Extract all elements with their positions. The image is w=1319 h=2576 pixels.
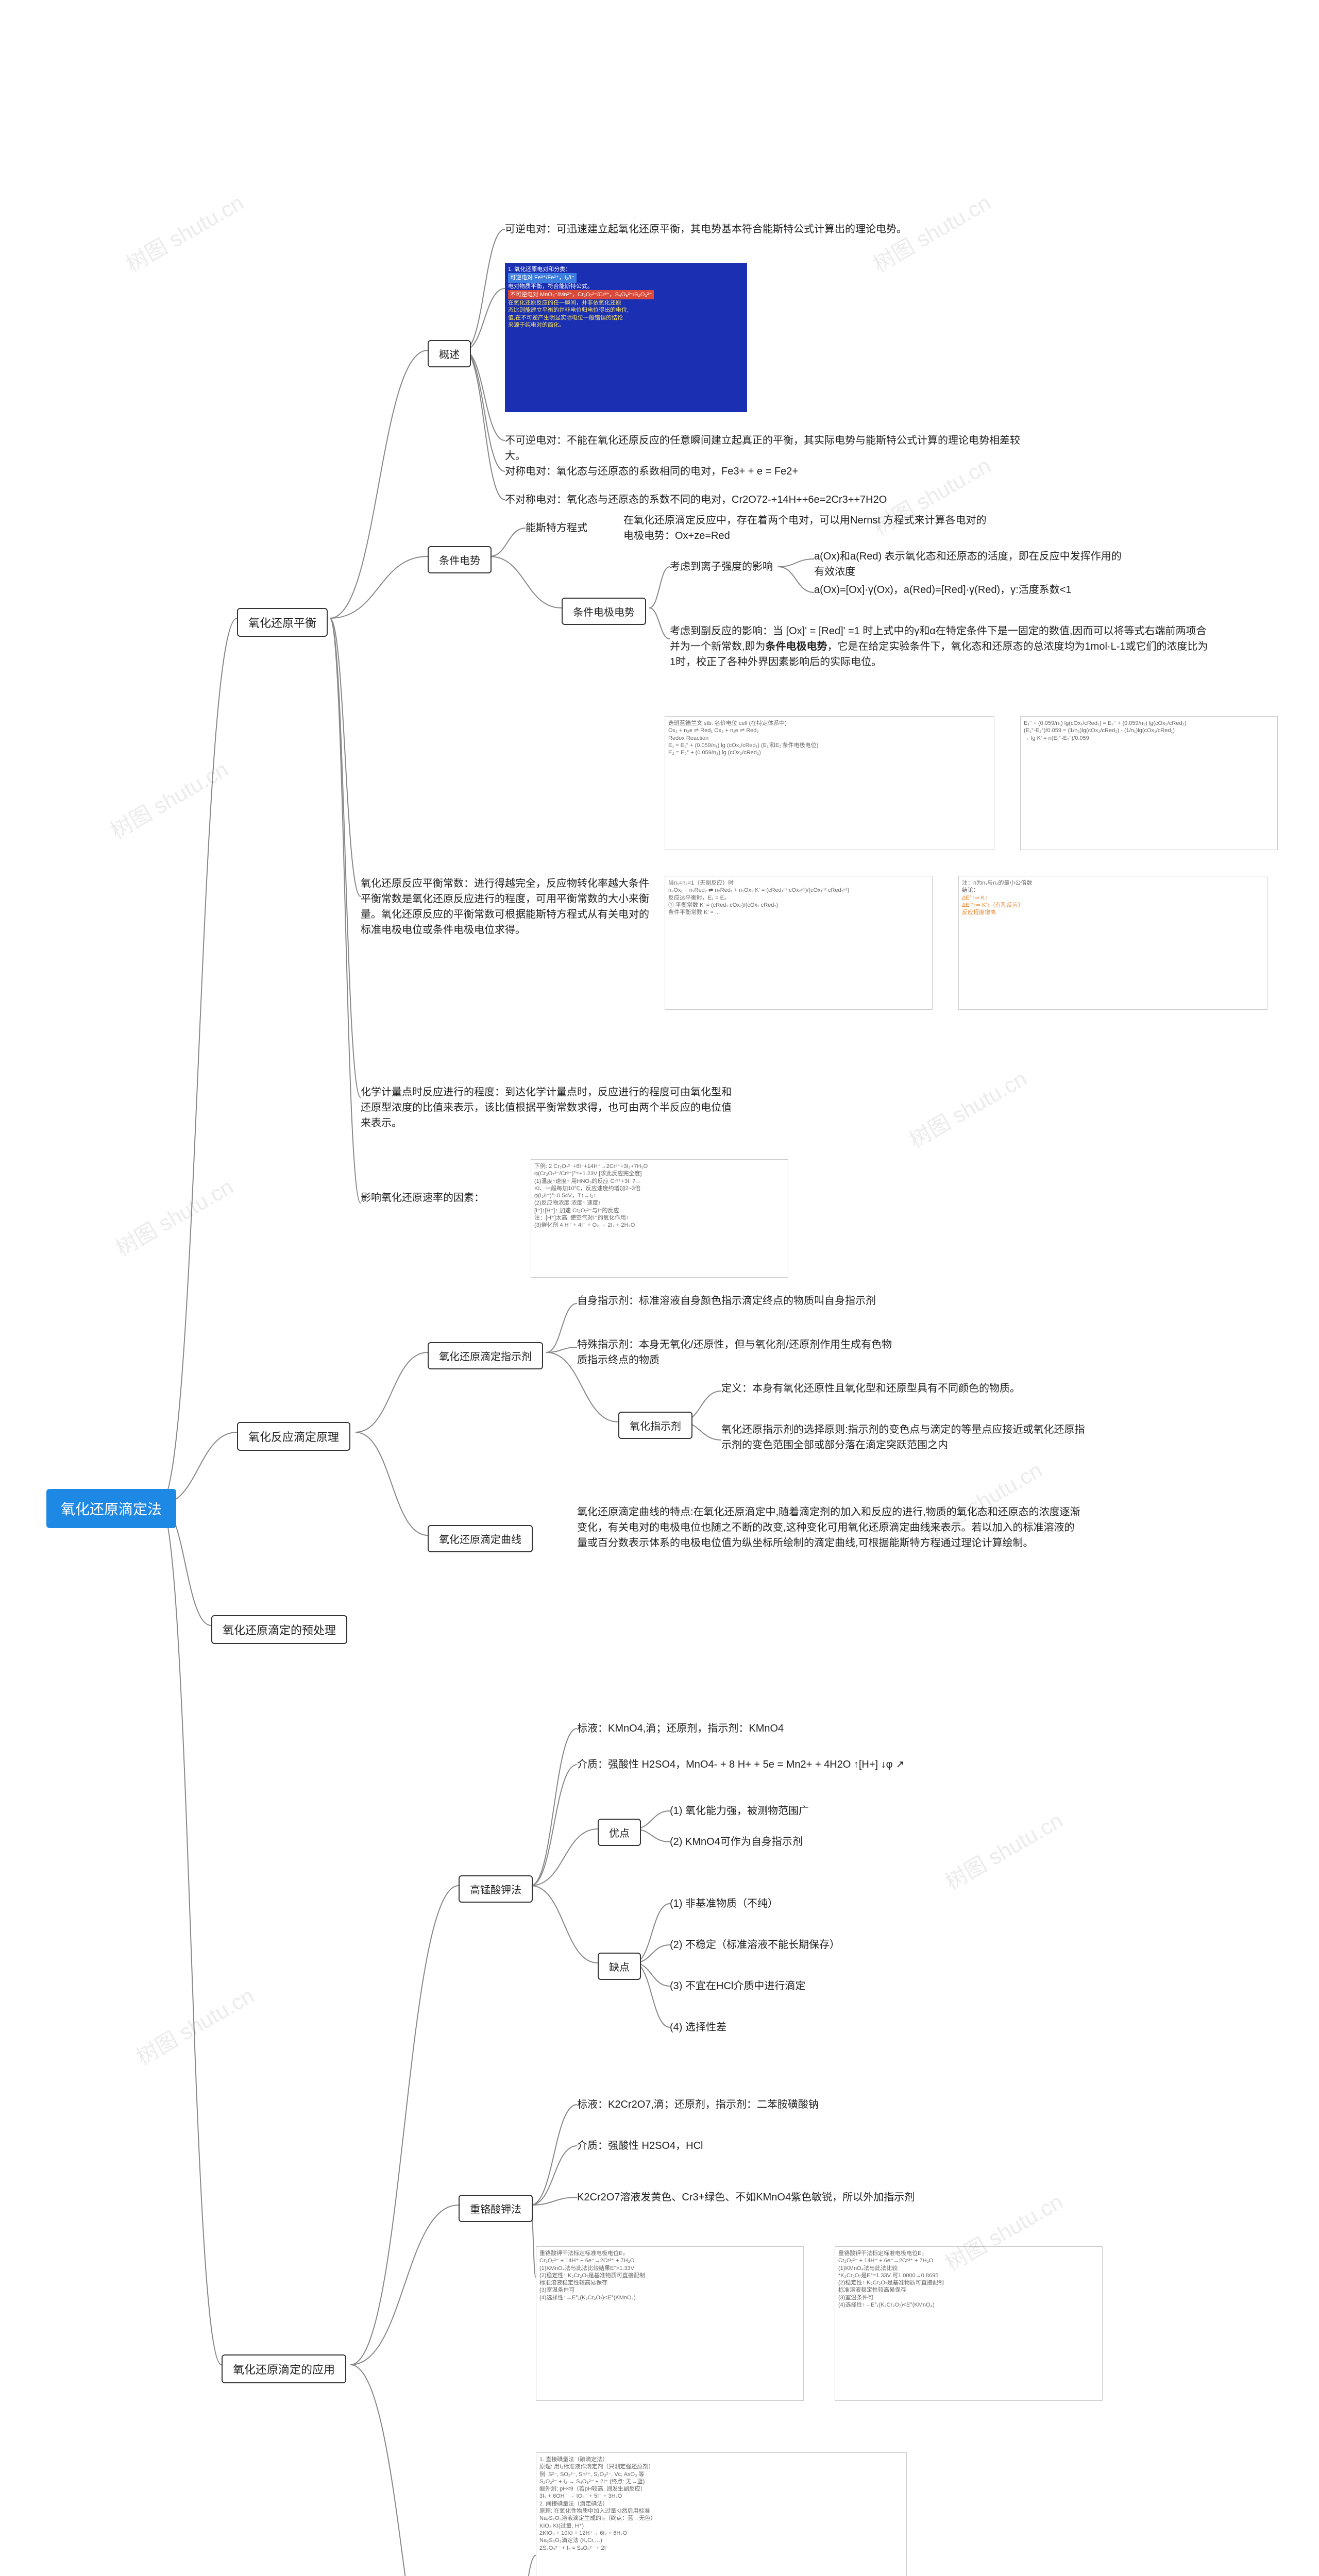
embedded-figure: 注：n为n₁与n₂的最小公倍数结论：ΔE°↑⇒ K↑ΔE°'↑⇒ K'↑（有副反… [958,876,1267,1010]
leaf-text: K2Cr2O7溶液发黄色、Cr3+绿色、不如KMnO4紫色敏锐，所以外加指示剂 [577,2190,915,2205]
leaf-text: 考虑到离子强度的影响 [670,559,773,574]
root-node: 氧化还原滴定法 [46,1489,176,1528]
embedded-figure: 当n₁=n₂=1（无副反应）时 n₂Ox₁ + n₁Red₂ ⇌ n₂Red₁ … [665,876,933,1010]
leaf-text: 化学计量点时反应进行的程度：到达化学计量点时，反应进行的程度可由氧化型和还原型浓… [361,1084,732,1131]
embedded-figure: 迭班蓝德兰文 stb. 名价电位 cell (在特定体系中) Ox₁ + n₂e… [665,716,994,850]
branch-oxred-titration-principle: 氧化反应滴定原理 [237,1422,350,1451]
leaf-text: (4) 选择性差 [670,2020,726,2035]
leaf-text: 不对称电对：氧化态与还原态的系数不同的电对，Cr2O72-+14H++6e=2C… [505,492,887,507]
watermark-text: 树图 shutu.cn [120,185,249,278]
leaf-text: (1) 氧化能力强，被测物范围广 [670,1803,809,1819]
embedded-figure: 1. 氧化还原电对和分类：可逆电对 Fe³⁺/Fe²⁺，I₂/I⁻ 电对物质平衡… [505,263,747,412]
branch-oxred-equilibrium: 氧化还原平衡 [237,608,328,637]
leaf-text: 定义：本身有氧化还原性且氧化型和还原型具有不同颜色的物质。 [721,1381,1020,1396]
sub-overview: 概述 [428,340,471,367]
embedded-figure: 重铬酸钾干法标定标准电极电位E₀Cr₂O₇²⁻ + 14H⁺ + 6e⁻→2Cr… [835,2246,1103,2401]
watermark-text: 树图 shutu.cn [939,1803,1068,1896]
sub-kmno4: 高锰酸钾法 [459,1875,533,1903]
leaf-text: 介质：强酸性 H2SO4，HCl [577,2138,703,2154]
leaf-text: 标液：K2Cr2O7,滴；还原剂，指示剂：二苯胺磺酸钠 [577,2097,819,2112]
sub-conditional-potential: 条件电势 [428,546,492,573]
sub-conditional-electrode: 条件电极电势 [562,598,646,625]
leaf-text: 氧化还原滴定曲线的特点:在氧化还原滴定中,随着滴定剂的加入和反应的进行,物质的氧… [577,1504,1082,1551]
leaf-text: 自身指示剂：标准溶液自身颜色指示滴定终点的物质叫自身指示剂 [577,1293,876,1309]
mindmap-canvas: 氧化还原滴定法 氧化还原平衡 氧化反应滴定原理 氧化还原滴定的预处理 氧化还原滴… [0,0,1319,2576]
leaf-text: 考虑到副反应的影响：当 [Ox]' = [Red]' =1 时上式中的γ和α在特… [670,623,1211,670]
leaf-text: 影响氧化还原速率的因素： [361,1190,484,1206]
embedded-figure: 下例: 2 Cr₂O₇²⁻+6I⁻+14H⁺→2Cr³⁺+3I₂+7H₂Oφ(C… [531,1159,788,1278]
sub-indicator: 氧化还原滴定指示剂 [428,1342,543,1369]
watermark-text: 树图 shutu.cn [130,1978,259,2071]
leaf-text: (1) 非基准物质（不纯） [670,1896,778,1911]
leaf-text: 对称电对：氧化态与还原态的系数相同的电对，Fe3+ + e = Fe2+ [505,464,798,479]
branch-oxred-pretreatment: 氧化还原滴定的预处理 [211,1615,347,1644]
sub-titration-curve: 氧化还原滴定曲线 [428,1525,533,1552]
leaf-text: 特殊指示剂：本身无氧化/还原性，但与氧化剂/还原剂作用生成有色物质指示终点的物质 [577,1337,897,1368]
watermark-text: 树图 shutu.cn [104,752,233,845]
embedded-figure: E₁° + (0.059/n₁) lg(cOx₁/cRed₁) = E₂° + … [1020,716,1278,850]
embedded-figure: 重铬酸钾干法标定标准电极电位E₀Cr₂O₇²⁻ + 14H⁺ + 6e⁻→2Cr… [536,2246,804,2401]
sub-k2cr2o7: 重铬酸钾法 [459,2195,533,2222]
leaf-text: 不可逆电对：不能在氧化还原反应的任意瞬间建立起真正的平衡，其实际电势与能斯特公式… [505,433,1030,464]
leaf-text: 可逆电对：可迅速建立起氧化还原平衡，其电势基本符合能斯特公式计算出的理论电势。 [505,222,907,237]
leaf-text: 能斯特方程式 [526,520,587,536]
sub-advantages: 优点 [598,1819,641,1846]
leaf-text: 介质：强酸性 H2SO4，MnO4- + 8 H+ + 5e = Mn2+ + … [577,1757,904,1772]
leaf-text: a(Ox)=[Ox]·γ(Ox)，a(Red)=[Red]·γ(Red)，γ:活… [814,582,1072,598]
leaf-text: 氧化还原反应平衡常数：进行得越完全，反应物转化率越大条件平衡常数是氧化还原反应进… [361,876,649,938]
watermark-text: 树图 shutu.cn [109,1170,239,1262]
leaf-text: a(Ox)和a(Red) 表示氧化态和还原态的活度，即在反应中发挥作用的有效浓度 [814,549,1123,580]
leaf-text: (2) 不稳定（标准溶液不能长期保存） [670,1937,840,1953]
embedded-figure: 1. 直接碘量法（碘滴定法）原理: 用I₂标准液作滴定剂（只测定强还原剂）例: … [536,2452,907,2576]
leaf-text: 标液：KMnO4,滴；还原剂，指示剂：KMnO4 [577,1721,784,1736]
branch-oxred-application: 氧化还原滴定的应用 [222,2354,346,2383]
leaf-text: (3) 不宜在HCl介质中进行滴定 [670,1978,805,1994]
watermark-text: 树图 shutu.cn [903,1061,1032,1154]
leaf-text: 在氧化还原滴定反应中，存在着两个电对，可以用Nernst 方程式来计算各电对的电… [623,513,994,544]
leaf-text: (2) KMnO4可作为自身指示剂 [670,1834,803,1850]
sub-ox-indicator: 氧化指示剂 [618,1412,692,1439]
sub-disadvantages: 缺点 [598,1953,641,1980]
leaf-text: 氧化还原指示剂的选择原则:指示剂的变色点与滴定的等量点应接近或氧化还原指示剂的变… [721,1422,1092,1453]
watermark-text: 树图 shutu.cn [949,2571,1078,2576]
